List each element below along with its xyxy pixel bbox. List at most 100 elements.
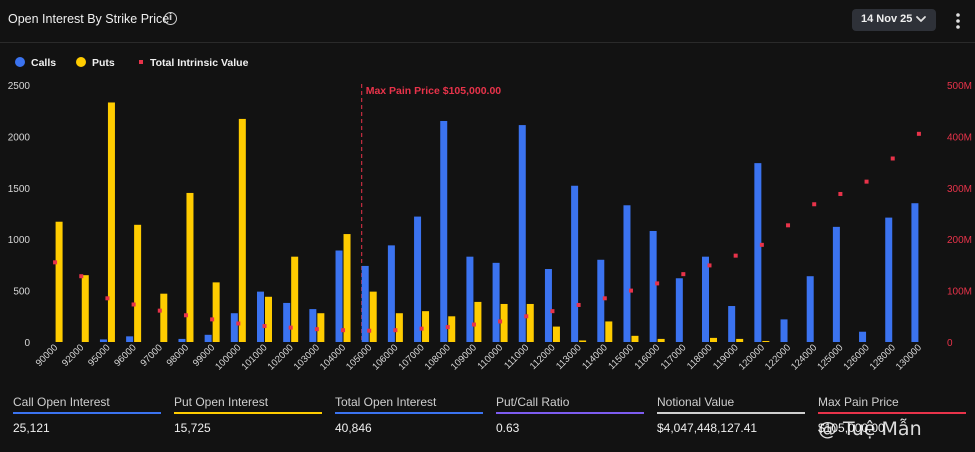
calls-bar — [178, 338, 186, 342]
calls-bar — [518, 125, 526, 342]
stat-label: Total Open Interest — [335, 395, 437, 409]
y-right-tick-label: 500M — [947, 81, 972, 92]
info-icon[interactable]: i — [164, 12, 177, 25]
x-tick-label: 90000 — [34, 342, 60, 368]
tiv-point — [576, 302, 581, 307]
puts-bar — [448, 316, 456, 342]
stat-value: 0.63 — [496, 420, 520, 435]
x-tick-label: 128000 — [868, 342, 898, 372]
x-tick-label: 100000 — [213, 342, 243, 372]
tiv-point — [524, 314, 529, 319]
y-right-tick-label: 0 — [947, 338, 953, 349]
tiv-point — [759, 242, 764, 247]
stats-bar: Call Open Interest 25,121 Put Open Inter… — [0, 392, 975, 452]
puts-bar — [736, 338, 744, 342]
stat-value: 15,725 — [174, 420, 211, 435]
calls-bar — [728, 306, 736, 342]
tiv-point — [314, 327, 319, 332]
tiv-point — [602, 296, 607, 301]
puts-bar — [55, 221, 63, 342]
expiry-date-select[interactable]: 14 Nov 25 — [852, 9, 936, 31]
calls-bar — [387, 245, 395, 342]
y-left-tick-label: 2500 — [8, 81, 31, 92]
stat-underline — [818, 412, 966, 414]
puts-legend-swatch — [76, 57, 86, 67]
chevron-down-icon — [916, 16, 926, 22]
calls-bar — [414, 216, 422, 342]
stat-value: 25,121 — [13, 420, 50, 435]
puts-bar — [500, 303, 508, 342]
x-tick-label: 97000 — [138, 342, 164, 368]
puts-bar — [291, 256, 299, 342]
x-tick-label: 106000 — [370, 342, 400, 372]
y-left-tick-label: 500 — [13, 287, 30, 298]
open-interest-chart: 0 500 1000 1500 2000 2500 0 100M 200M 300M 400M 500… — [8, 81, 972, 373]
tiv-point — [916, 131, 921, 136]
x-tick-label: 98000 — [165, 342, 191, 368]
chart-header: Open Interest By Strike Price i 14 Nov 2… — [0, 0, 975, 43]
calls-bar — [440, 120, 448, 342]
x-tick-label: 92000 — [60, 342, 86, 368]
calls-bar — [309, 309, 317, 342]
calls-bar — [623, 205, 631, 342]
calls-bar — [361, 265, 369, 342]
x-tick-label: 108000 — [423, 342, 453, 372]
puts-bar — [710, 337, 717, 342]
max-pain-annotation: Max Pain Price $105,000.00 — [366, 85, 502, 97]
stat-underline — [13, 412, 161, 414]
tiv-point — [131, 302, 136, 307]
y-right-tick-label: 300M — [947, 184, 972, 195]
calls-bar — [754, 163, 762, 342]
x-tick-label: 112000 — [528, 342, 558, 372]
tiv-point — [498, 319, 503, 324]
stat-call-oi: Call Open Interest 25,121 — [13, 392, 161, 435]
tiv-point — [210, 317, 215, 322]
tiv-point — [236, 321, 241, 326]
x-tick-label: 117000 — [659, 342, 689, 372]
x-tick-label: 113000 — [554, 342, 584, 372]
x-tick-label: 104000 — [318, 342, 348, 372]
stat-label: Put Open Interest — [174, 395, 269, 409]
x-tick-label: 126000 — [841, 342, 871, 372]
stat-label: Put/Call Ratio — [496, 395, 570, 409]
expiry-date-label: 14 Nov 25 — [861, 13, 913, 25]
x-tick-label: 111000 — [502, 342, 531, 371]
puts-bar — [160, 293, 168, 342]
y-right-tick-label: 100M — [947, 287, 972, 298]
legend-puts[interactable]: Puts — [76, 57, 115, 69]
x-tick-label: 120000 — [737, 342, 767, 372]
tiv-point — [681, 272, 686, 277]
x-tick-label: 118000 — [685, 342, 715, 372]
tiv-point — [105, 296, 110, 301]
stat-label: Notional Value — [657, 395, 735, 409]
chart-title: Open Interest By Strike Price — [8, 12, 170, 26]
tiv-point — [183, 313, 188, 318]
tiv-point — [341, 328, 346, 333]
x-tick-label: 103000 — [292, 342, 322, 372]
calls-legend-swatch — [15, 57, 25, 67]
legend-calls[interactable]: Calls — [15, 57, 56, 69]
x-tick-label: 124000 — [789, 342, 819, 372]
y-left-tick-label: 1500 — [8, 184, 31, 195]
x-tick-label: 109000 — [449, 342, 479, 372]
x-tick-label: 115000 — [606, 342, 636, 372]
stat-underline — [174, 412, 322, 414]
calls-bar — [492, 262, 500, 342]
more-options-icon[interactable] — [953, 12, 963, 30]
tiv-point — [838, 191, 843, 196]
tiv-point — [471, 322, 476, 327]
puts-bar — [317, 313, 325, 342]
puts-bar — [395, 313, 403, 342]
calls-bar — [675, 278, 683, 342]
puts-bar — [81, 275, 89, 342]
y-left-tick-label: 2000 — [8, 132, 31, 143]
y-right-tick-label: 400M — [947, 132, 972, 143]
tiv-point — [864, 179, 869, 184]
tiv-point — [288, 325, 293, 330]
calls-bar — [204, 334, 212, 342]
stat-max-pain: Max Pain Price $105,000.00 — [818, 392, 966, 435]
legend-tiv[interactable]: Total Intrinsic Value — [139, 57, 248, 69]
calls-bar — [859, 331, 867, 342]
tiv-point — [812, 202, 817, 207]
calls-bar — [649, 230, 657, 342]
